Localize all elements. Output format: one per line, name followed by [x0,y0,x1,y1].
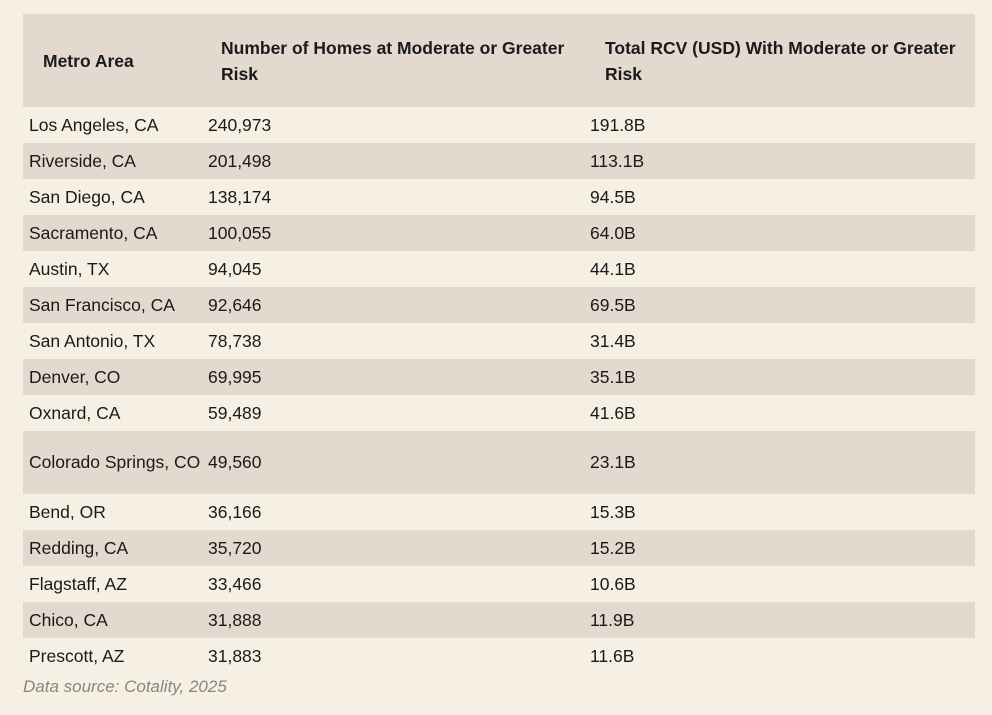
cell-rcv: 10.6B [590,573,636,594]
cell-metro: Austin, TX [29,258,110,279]
table-row: San Antonio, TX 78,738 31.4B [23,323,975,359]
cell-rcv: 11.6B [590,645,635,666]
cell-metro: Denver, CO [29,366,121,387]
table-body: Los Angeles, CA 240,973 191.8B Riverside… [23,107,975,674]
cell-rcv: 41.6B [590,402,636,423]
cell-metro: San Diego, CA [29,186,145,207]
cell-metro: Colorado Springs, CO [29,452,201,472]
table-row: Austin, TX 94,045 44.1B [23,251,975,287]
cell-homes: 69,995 [208,366,262,387]
table-row: San Francisco, CA 92,646 69.5B [23,287,975,323]
table-row: Los Angeles, CA 240,973 191.8B [23,107,975,143]
cell-rcv: 31.4B [590,330,636,351]
data-source-note: Data source: Cotality, 2025 [23,677,227,696]
cell-homes: 33,466 [208,573,262,594]
cell-homes: 240,973 [208,114,272,135]
cell-homes: 94,045 [208,258,262,279]
cell-rcv: 35.1B [590,366,636,387]
cell-metro: Sacramento, CA [29,222,158,243]
table-row: Sacramento, CA 100,055 64.0B [23,215,975,251]
data-table: Metro Area Number of Homes at Moderate o… [23,14,975,674]
cell-rcv: 15.2B [590,537,636,558]
table-row: Oxnard, CA 59,489 41.6B [23,395,975,431]
cell-metro: San Francisco, CA [29,294,175,315]
cell-metro: Bend, OR [29,501,106,522]
cell-homes: 49,560 [208,452,262,472]
cell-homes: 92,646 [208,294,262,315]
cell-rcv: 23.1B [590,452,636,472]
cell-metro: Chico, CA [29,609,108,630]
cell-metro: San Antonio, TX [29,330,156,351]
cell-homes: 100,055 [208,222,272,243]
cell-homes: 36,166 [208,501,262,522]
cell-homes: 31,883 [208,645,262,666]
table-row: Denver, CO 69,995 35.1B [23,359,975,395]
cell-homes: 201,498 [208,150,272,171]
cell-homes: 31,888 [208,609,262,630]
cell-homes: 35,720 [208,537,262,558]
table-row: Riverside, CA 201,498 113.1B [23,143,975,179]
table-row: Prescott, AZ 31,883 11.6B [23,638,975,674]
cell-homes: 59,489 [208,402,262,423]
cell-metro: Los Angeles, CA [29,114,159,135]
cell-rcv: 64.0B [590,222,636,243]
table-header: Metro Area Number of Homes at Moderate o… [23,14,975,107]
table-row: Flagstaff, AZ 33,466 10.6B [23,566,975,602]
header-metro-area: Metro Area [43,50,134,71]
cell-rcv: 113.1B [590,150,645,171]
header-total-rcv: Total RCV (USD) With Moderate or Greater… [605,37,956,84]
cell-rcv: 69.5B [590,294,636,315]
table-row: Redding, CA 35,720 15.2B [23,530,975,566]
cell-homes: 78,738 [208,330,262,351]
cell-rcv: 44.1B [590,258,636,279]
table-row: Chico, CA 31,888 11.9B [23,602,975,638]
cell-rcv: 15.3B [590,501,636,522]
cell-rcv: 94.5B [590,186,636,207]
cell-rcv: 11.9B [590,609,635,630]
cell-homes: 138,174 [208,186,272,207]
cell-metro: Prescott, AZ [29,645,125,666]
cell-metro: Oxnard, CA [29,402,121,423]
header-number-of-homes: Number of Homes at Moderate or Greater R… [221,37,565,84]
cell-metro: Riverside, CA [29,150,136,171]
cell-metro: Redding, CA [29,537,129,558]
cell-rcv: 191.8B [590,114,646,135]
table-row: Bend, OR 36,166 15.3B [23,494,975,530]
table-row: San Diego, CA 138,174 94.5B [23,179,975,215]
table-row: Colorado Springs, CO 49,560 23.1B [23,431,975,494]
cell-metro: Flagstaff, AZ [29,573,127,594]
